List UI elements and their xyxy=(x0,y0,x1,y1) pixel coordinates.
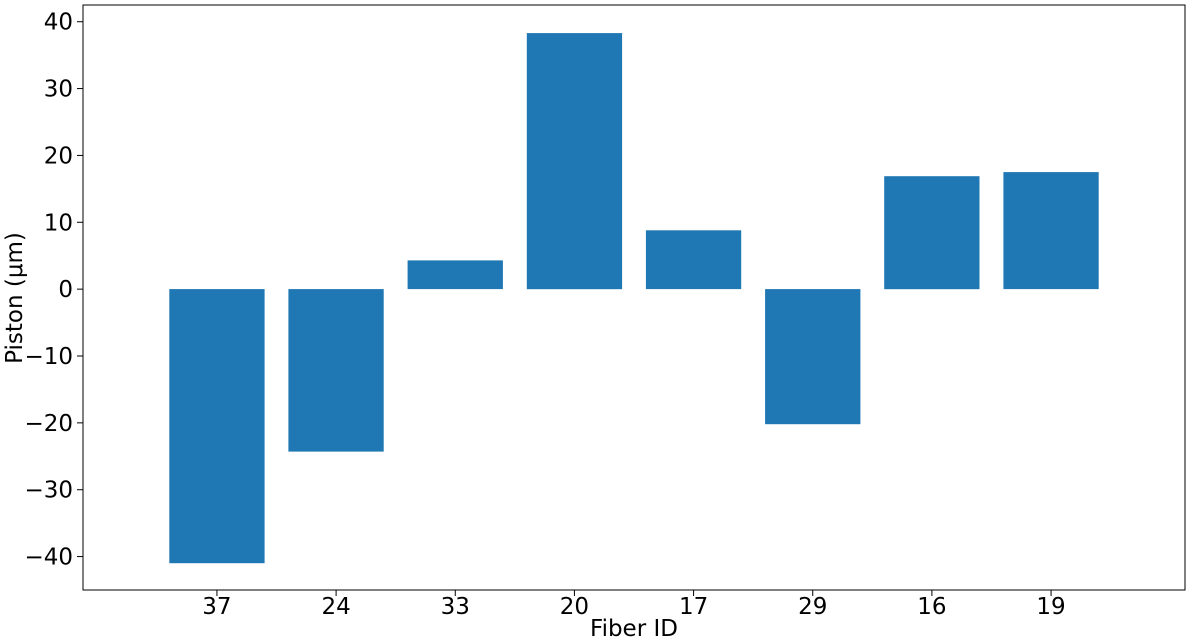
bar-fiber-19 xyxy=(1003,172,1099,290)
x-tick-label: 16 xyxy=(917,594,946,620)
y-axis-ticks: −40 −30 −20 −10 0 10 20 30 40 xyxy=(24,10,83,571)
x-tick-label: 20 xyxy=(560,594,589,620)
bar-fiber-33 xyxy=(407,260,503,290)
y-tick-label: 0 xyxy=(58,277,73,303)
plot-frame xyxy=(82,4,1186,591)
bar-fiber-20 xyxy=(526,33,623,290)
x-axis-ticks: 37 24 33 20 17 29 16 19 xyxy=(202,590,1066,620)
y-tick-label: −10 xyxy=(24,344,73,370)
y-tick-label: −20 xyxy=(24,411,73,437)
y-tick-label: 40 xyxy=(44,10,73,36)
y-tick-label: 10 xyxy=(44,210,73,236)
bar-fiber-24 xyxy=(288,289,384,452)
x-tick-label: 17 xyxy=(679,594,708,620)
y-tick-label: −40 xyxy=(24,545,73,571)
bar-fiber-17 xyxy=(645,230,742,290)
x-tick-label: 24 xyxy=(321,594,350,620)
x-axis-label: Fiber ID xyxy=(590,616,678,642)
y-axis-label: Piston (μm) xyxy=(2,232,28,364)
y-tick-label: 30 xyxy=(44,77,73,103)
x-tick-label: 33 xyxy=(441,594,470,620)
bar-fiber-29 xyxy=(765,289,861,425)
bars-group xyxy=(169,33,1099,564)
bar-fiber-37 xyxy=(169,289,265,564)
x-tick-label: 29 xyxy=(798,594,827,620)
y-tick-label: −30 xyxy=(24,478,73,504)
x-tick-label: 37 xyxy=(202,594,231,620)
x-tick-label: 19 xyxy=(1036,594,1065,620)
y-tick-label: 20 xyxy=(44,143,73,169)
bar-fiber-16 xyxy=(884,176,980,290)
